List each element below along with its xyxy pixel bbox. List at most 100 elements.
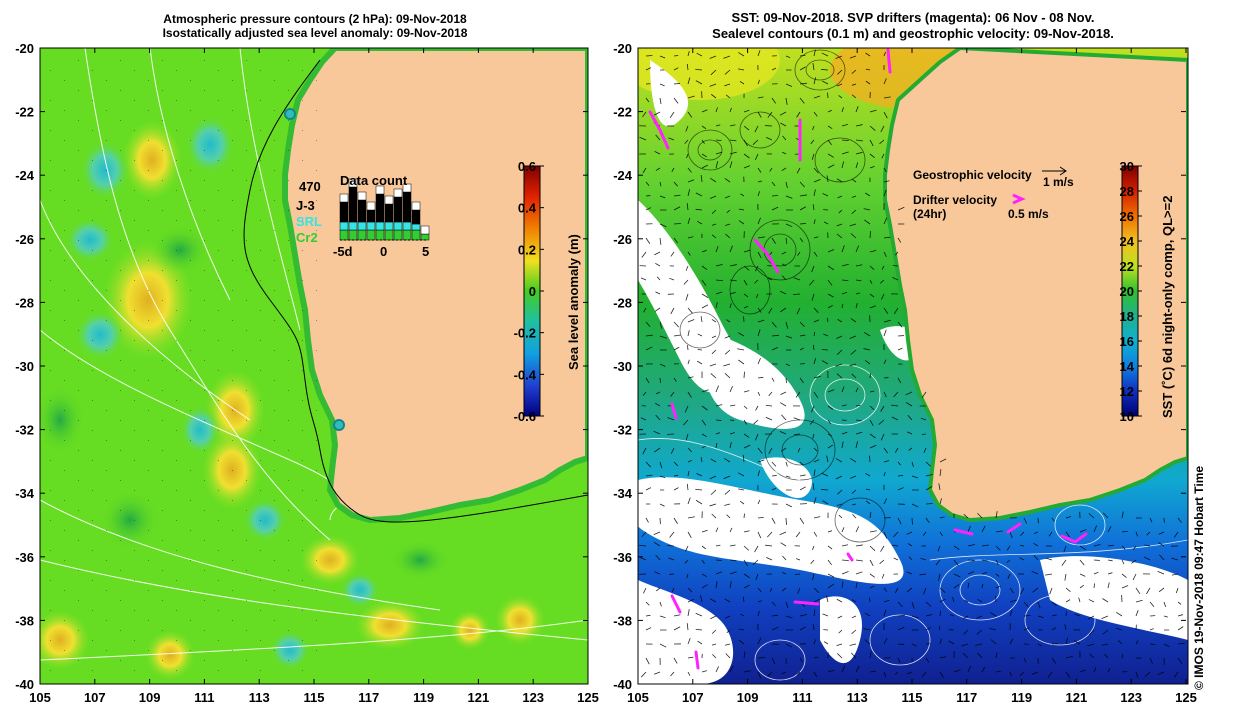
data-count-bar [411, 223, 421, 231]
data-count-bar [384, 203, 394, 223]
pressure-contours [40, 48, 588, 661]
sst-tick-label: 26 [1120, 209, 1134, 224]
sst-tick-label: 20 [1120, 284, 1134, 299]
left-title-line1: Atmospheric pressure contours (2 hPa): 0… [163, 12, 467, 26]
data-count-bar [339, 201, 349, 223]
left-lon-label: 111 [194, 690, 214, 705]
data-count-bar-cap [357, 191, 367, 201]
left-map [40, 48, 588, 684]
drifter-legend-label: Drifter velocity [913, 193, 998, 207]
left-title-line2: Isostatically adjusted sea level anomaly… [162, 26, 468, 40]
sst-tick-label: 12 [1120, 384, 1134, 399]
data-count-bar-cap [402, 183, 412, 193]
sst-tick-label: 22 [1120, 259, 1134, 274]
sla-tick-label: -0.6 [514, 409, 536, 424]
data-count-bar-cap [348, 178, 358, 188]
data-count-bar [357, 199, 367, 223]
left-lon-label: 113 [249, 690, 270, 705]
data-count-max: 470 [299, 179, 321, 194]
sst-tick-label: 18 [1120, 309, 1134, 324]
data-count-bar [339, 229, 349, 241]
track-dots [50, 60, 317, 671]
data-count-bar-cap [366, 201, 376, 211]
legend-cr2: Cr2 [296, 230, 318, 245]
sla-tick-label: 0.2 [518, 242, 536, 257]
sst-tick-label: 10 [1120, 409, 1134, 424]
svp-drifter-tracks [648, 48, 1088, 670]
data-count-bar [402, 229, 412, 241]
geostrophic-legend-label: Geostrophic velocity [913, 168, 1032, 182]
australia-landmass-sst [883, 48, 1188, 522]
data-count-bar [366, 229, 376, 241]
right-lat-label: -38 [613, 613, 632, 628]
right-lon-label: 111 [792, 690, 812, 705]
data-count-bar-cap [420, 225, 430, 235]
data-count-axis-label: -5d [333, 244, 353, 259]
data-count-bar [348, 186, 358, 223]
cloud-mask [638, 60, 1188, 684]
sst-tick-label: 24 [1120, 234, 1135, 249]
continental-shelf-contour [243, 59, 588, 523]
data-count-bar-cap [339, 193, 349, 203]
left-lon-label: 119 [413, 690, 434, 705]
right-lat-label: -26 [613, 232, 632, 247]
legend-j3: J-3 [296, 198, 315, 213]
geostrophic-velocity-vectors [639, 49, 1185, 679]
right-lon-label: 113 [847, 690, 868, 705]
data-count-bar [393, 221, 403, 231]
data-count-bar [402, 191, 412, 223]
right-map [638, 48, 1188, 684]
right-lon-label: 117 [956, 690, 977, 705]
data-count-title: Data count [340, 173, 408, 188]
sst-tick-label: 14 [1120, 359, 1135, 374]
drifter-scale-label: 0.5 m/s [1008, 207, 1049, 221]
right-map-title: SST: 09-Nov-2018. SVP drifters (magenta)… [638, 10, 1188, 42]
data-count-bar-cap [384, 195, 394, 205]
sla-colorbar-ticks: 0.6 0.4 0.2 0 -0.2 -0.4 -0.6 [514, 159, 544, 424]
left-lon-label: 105 [29, 690, 51, 705]
geostrophic-scale-arrowhead [1059, 166, 1067, 176]
data-count-bar [384, 229, 394, 241]
right-lat-label: -22 [613, 105, 632, 120]
data-count-bar [348, 221, 358, 231]
left-lon-label: 115 [304, 690, 325, 705]
data-count-bar [375, 193, 385, 223]
tide-gauge-marker [284, 108, 296, 120]
right-lat-label: -40 [613, 677, 632, 692]
sst-colorbar: 30 28 26 24 22 20 18 16 14 12 10 [1120, 159, 1142, 424]
left-lat-label: -26 [15, 232, 34, 247]
right-lon-label: 125 [1175, 690, 1197, 705]
right-lat-label: -36 [613, 550, 632, 565]
sst-tick-label: 30 [1120, 159, 1134, 174]
left-lon-label: 107 [84, 690, 106, 705]
imos-credit: © IMOS 19-Nov-2018 09:47 Hobart Time [1192, 465, 1206, 690]
left-lon-label: 109 [139, 690, 161, 705]
data-count-bar [357, 221, 367, 231]
left-lat-label: -24 [15, 168, 35, 183]
sla-tick-label: 0.6 [518, 159, 536, 174]
data-count-bar-cap [393, 188, 403, 198]
left-map-title: Atmospheric pressure contours (2 hPa): 0… [40, 12, 590, 40]
right-lat-label: -28 [613, 295, 632, 310]
data-count-bar [420, 233, 430, 241]
sea-level-contours-white [638, 364, 1188, 681]
data-count-bars [339, 178, 430, 241]
left-lat-label: -32 [15, 423, 34, 438]
right-title-line1: SST: 09-Nov-2018. SVP drifters (magenta)… [731, 10, 1095, 25]
left-lat-label: -38 [15, 613, 34, 628]
left-lat-label: -28 [15, 295, 34, 310]
data-count-axis-label: 0 [380, 244, 388, 259]
right-lat-label: -32 [613, 423, 632, 438]
right-lon-label: 123 [1120, 690, 1142, 705]
drifter-legend-sub: (24hr) [913, 207, 947, 221]
sla-tick-label: -0.2 [514, 326, 536, 341]
sst-colorbar-label: SST (˚C) 6d night-only comp, QL>=2 [1160, 195, 1175, 418]
sst-tick-label: 16 [1120, 334, 1134, 349]
data-count-bar [339, 221, 349, 231]
right-lat-label: -34 [613, 486, 633, 501]
tide-gauge-marker [333, 419, 345, 431]
right-lon-label: 115 [902, 690, 923, 705]
left-lat-label: -20 [15, 41, 34, 56]
drifter-scale-symbol [1012, 193, 1026, 205]
right-lon-label: 109 [737, 690, 759, 705]
